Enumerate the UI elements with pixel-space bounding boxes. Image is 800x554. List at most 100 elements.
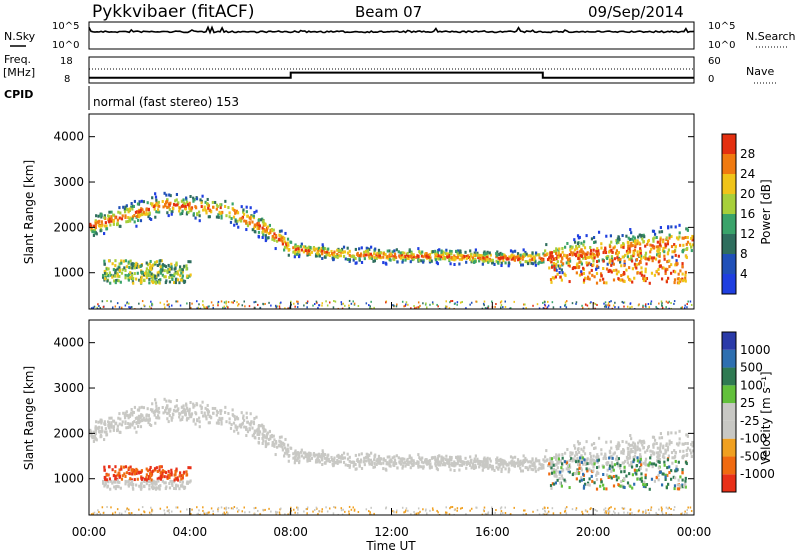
velocity-cell — [548, 464, 552, 468]
power-cell — [648, 281, 651, 285]
power-cell — [690, 236, 693, 240]
velocity-cell — [639, 457, 642, 461]
nsky-tick-top: 10^5 — [52, 21, 79, 32]
velocity-cell — [691, 444, 694, 448]
power-cell — [580, 254, 583, 258]
power-cell — [479, 257, 482, 261]
velocity-cell — [178, 487, 181, 491]
velocity-cell — [145, 476, 148, 480]
power-cell — [440, 249, 443, 253]
velocity-cell — [157, 476, 161, 480]
power-cell — [678, 279, 681, 283]
nave-label: Nave — [746, 65, 774, 78]
power-cell — [470, 301, 473, 304]
power-cell — [532, 258, 536, 262]
power-cell — [609, 234, 613, 238]
velocity-cell — [623, 511, 625, 514]
power-cell — [398, 255, 402, 259]
power-cell — [502, 306, 504, 309]
power-cell — [630, 237, 634, 241]
power-cell — [580, 260, 583, 264]
velocity-cell — [168, 481, 171, 485]
velocity-cell — [642, 484, 645, 488]
power-cell — [548, 266, 551, 270]
power-cell — [553, 264, 556, 268]
velocity-cell — [419, 510, 421, 513]
velocity-cell — [578, 441, 581, 445]
velocity-cell — [628, 455, 632, 459]
velocity-cell — [489, 459, 492, 463]
velocity-cell — [402, 461, 405, 465]
velocity-cell — [688, 448, 692, 452]
power-cell — [657, 250, 660, 254]
power-cell — [522, 248, 525, 252]
power-cell — [640, 266, 643, 270]
velocity-cell — [156, 477, 159, 481]
power-cell — [203, 305, 205, 308]
velocity-cell — [667, 431, 670, 435]
power-cell — [318, 254, 321, 258]
velocity-cell — [206, 410, 209, 414]
power-cell — [608, 258, 612, 262]
velocity-cell — [100, 430, 103, 434]
velocity-cell — [287, 449, 290, 453]
power-cell — [359, 252, 363, 256]
velocity-cell — [118, 512, 121, 515]
velocity-cell — [108, 477, 111, 481]
freq-strip-frame — [88, 56, 695, 84]
velocity-cell — [177, 407, 180, 411]
power-cell — [128, 265, 131, 269]
power-cell — [284, 307, 286, 309]
velocity-cell — [375, 462, 378, 466]
power-cell — [588, 277, 591, 281]
power-cell — [438, 248, 441, 252]
power-cell — [410, 256, 413, 260]
power-cell — [558, 266, 561, 270]
velocity-cell — [150, 474, 153, 478]
velocity-cell — [541, 464, 544, 468]
velocity-cell — [626, 511, 629, 514]
power-cell — [403, 251, 406, 255]
power-cell — [259, 307, 261, 309]
velocity-cell — [312, 510, 314, 513]
velocity-cell — [629, 512, 631, 515]
velocity-cell — [448, 513, 451, 515]
velocity-cell — [516, 458, 520, 462]
power-cell — [510, 257, 513, 261]
velocity-cell — [481, 513, 484, 515]
velocity-cell — [543, 459, 546, 463]
velocity-cell — [521, 463, 524, 467]
power-cell — [559, 264, 562, 268]
power-cell — [179, 206, 182, 210]
velocity-cell — [584, 462, 587, 466]
velocity-cell — [321, 462, 324, 466]
power-cell — [675, 259, 678, 263]
power-cell — [333, 299, 335, 302]
velocity-cell — [353, 508, 356, 511]
power-cell — [689, 300, 692, 303]
power-cell — [163, 303, 166, 306]
velocity-cell — [519, 462, 522, 466]
power-cell — [552, 257, 555, 261]
velocity-cell — [389, 458, 393, 462]
velocity-cell — [140, 484, 143, 488]
velocity-cell — [474, 466, 477, 470]
velocity-cell — [354, 453, 357, 457]
power-cell — [395, 256, 398, 260]
power-cell — [668, 265, 671, 269]
power-cell — [91, 230, 94, 234]
velocity-cell — [678, 483, 682, 487]
velocity-cell — [142, 479, 146, 483]
velocity-cell — [662, 472, 665, 476]
velocity-cell — [622, 461, 625, 465]
power-cell — [132, 276, 135, 280]
velocity-cell — [681, 442, 684, 446]
power-cell — [348, 299, 351, 302]
power-cell — [245, 221, 248, 225]
velocity-cell — [124, 474, 127, 478]
velocity-cell — [120, 477, 124, 481]
power-cell — [627, 244, 630, 248]
velocity-cell — [671, 456, 674, 460]
velocity-tick-label: 500 — [740, 361, 763, 375]
velocity-cell — [422, 466, 425, 470]
